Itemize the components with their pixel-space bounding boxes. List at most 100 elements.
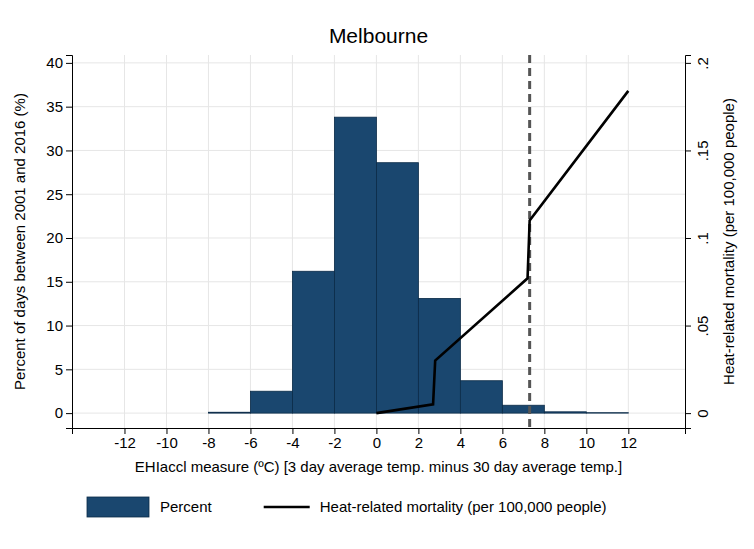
tick: 2 (415, 428, 423, 451)
grid-line-y (72, 106, 685, 107)
y-axis: 0 5 10 15 20 25 30 35 40 (46, 54, 72, 428)
tick: 15 (46, 273, 72, 290)
tick: .15 (685, 141, 711, 162)
axis-line (686, 56, 692, 429)
tick-label: -8 (202, 434, 215, 451)
bar (544, 412, 586, 413)
tick-label: 10 (578, 434, 595, 451)
tick: 5 (55, 361, 72, 378)
legend-swatch (87, 497, 149, 517)
tick: -8 (202, 428, 215, 451)
tick-label: .15 (694, 141, 711, 162)
tick-label: .2 (694, 57, 711, 70)
tick-mark (66, 63, 72, 64)
tick: 35 (46, 98, 72, 115)
bar (586, 412, 628, 413)
tick-mark (66, 413, 72, 414)
tick-label: 12 (620, 434, 637, 451)
bar (208, 412, 250, 414)
tick: -10 (156, 428, 178, 451)
bar (502, 405, 544, 413)
tick-label: 30 (46, 142, 63, 159)
tick-label: .05 (694, 316, 711, 337)
legend-item: Percent (87, 497, 213, 517)
axis-line (66, 56, 73, 429)
tick-label: 0 (55, 404, 63, 421)
tick-label: 15 (46, 273, 63, 290)
tick: 6 (499, 428, 507, 451)
grid-line-x (166, 55, 167, 428)
tick-label: .1 (694, 232, 711, 245)
tick-label: 10 (46, 317, 63, 334)
tick: 8 (541, 428, 549, 451)
tick: .05 (685, 316, 711, 337)
tick-mark (66, 194, 72, 195)
x-axis: -12 -10 -8 -6 -4 -2 0 2 4 6 8 10 12 (73, 428, 686, 451)
tick-mark (66, 369, 72, 370)
tick-label: 0 (373, 434, 381, 451)
tick: 0 (373, 428, 381, 451)
tick-label: 40 (46, 54, 63, 71)
tick: -4 (286, 428, 299, 451)
tick-label: 2 (415, 434, 423, 451)
grid-line-x (502, 55, 503, 428)
tick-mark (685, 413, 691, 414)
legend: Percent Heat-related mortality (per 100,0… (87, 497, 607, 517)
tick-mark (66, 150, 72, 151)
chart: -12-10-8-6-4-202468101205101520253035400… (0, 0, 754, 549)
x-axis-title: EHIaccl measure (ºC) [3 day average temp… (135, 458, 622, 475)
y-axis-title: Percent of days between 2001 and 2016 (%… (11, 93, 28, 390)
tick-label: -10 (156, 434, 178, 451)
y2-axis: 0 .05 .1 .15 .2 (685, 56, 711, 429)
tick: 0 (685, 409, 711, 417)
tick-mark (685, 150, 691, 151)
tick: 4 (457, 428, 465, 451)
grid-line-y (72, 150, 685, 151)
tick: -2 (328, 428, 341, 451)
tick-label: 8 (541, 434, 549, 451)
tick-mark (685, 238, 691, 239)
tick-mark (685, 63, 691, 64)
legend-label: Percent (160, 498, 213, 515)
y2-axis-title: Heat-related mortality (per 100,000 peop… (720, 98, 737, 385)
legend-swatch (264, 506, 310, 509)
tick: 10 (46, 317, 72, 334)
tick: 30 (46, 142, 72, 159)
tick: .2 (685, 57, 711, 70)
tick: -6 (244, 428, 257, 451)
tick-label: 20 (46, 229, 63, 246)
tick-label: 35 (46, 98, 63, 115)
legend-label: Heat-related mortality (per 100,000 peop… (320, 498, 607, 515)
tick-label: -4 (286, 434, 299, 451)
grid-line-x (544, 55, 545, 428)
tick: 0 (55, 404, 72, 421)
tick: 12 (620, 428, 637, 451)
tick-mark (66, 326, 72, 327)
bar (376, 163, 418, 413)
tick: .1 (685, 232, 711, 245)
tick: 10 (578, 428, 595, 451)
tick: 25 (46, 186, 72, 203)
tick-mark (685, 326, 691, 327)
tick: 20 (46, 229, 72, 246)
grid-line-x (586, 55, 587, 428)
grid-line-x (628, 55, 629, 428)
tick-label: -2 (328, 434, 341, 451)
bar (250, 391, 292, 413)
tick-label: -6 (244, 434, 257, 451)
tick-label: 25 (46, 186, 63, 203)
tick-mark (66, 107, 72, 108)
tick-label: 5 (55, 361, 63, 378)
grid (72, 55, 685, 428)
tick-label: 4 (457, 434, 465, 451)
bar (460, 381, 502, 413)
grid-line-x (124, 55, 125, 428)
title: Melbourne (329, 24, 428, 47)
tick-mark (66, 238, 72, 239)
line (376, 91, 628, 413)
grid-line-x (208, 55, 209, 428)
tick-label: 6 (499, 434, 507, 451)
bar (334, 117, 376, 413)
tick-label: -12 (114, 434, 136, 451)
grid-line-y (72, 62, 685, 63)
